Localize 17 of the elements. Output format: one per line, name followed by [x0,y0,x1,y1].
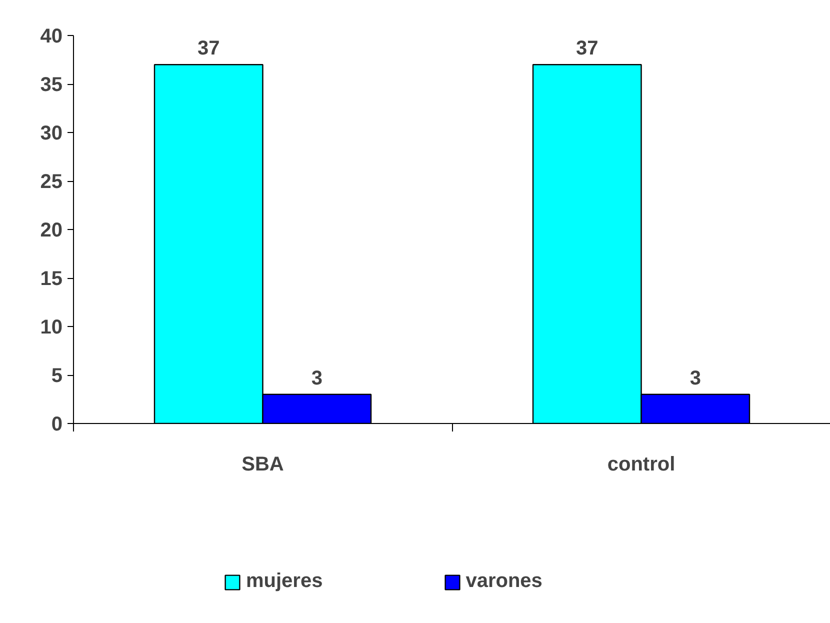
data-label: 37 [198,38,220,60]
y-tick-label: 10 [40,316,63,338]
y-tick-label: 35 [40,74,63,96]
y-tick-label: 30 [40,122,63,144]
y-tick-label: 40 [40,26,63,48]
data-label: 3 [690,367,701,390]
legend-label: varones [466,570,542,593]
x-tick-label: control [607,454,676,476]
y-tick-label: 25 [40,171,63,193]
legend-label: mujeres [246,570,323,593]
y-tick-label: 20 [40,220,63,242]
x-tick-label: SBA [242,454,284,476]
y-tick-label: 5 [51,365,62,387]
data-label: 3 [311,367,322,390]
data-label: 37 [576,38,598,60]
y-tick-label: 0 [51,414,62,436]
y-tick-label: 15 [40,268,63,290]
